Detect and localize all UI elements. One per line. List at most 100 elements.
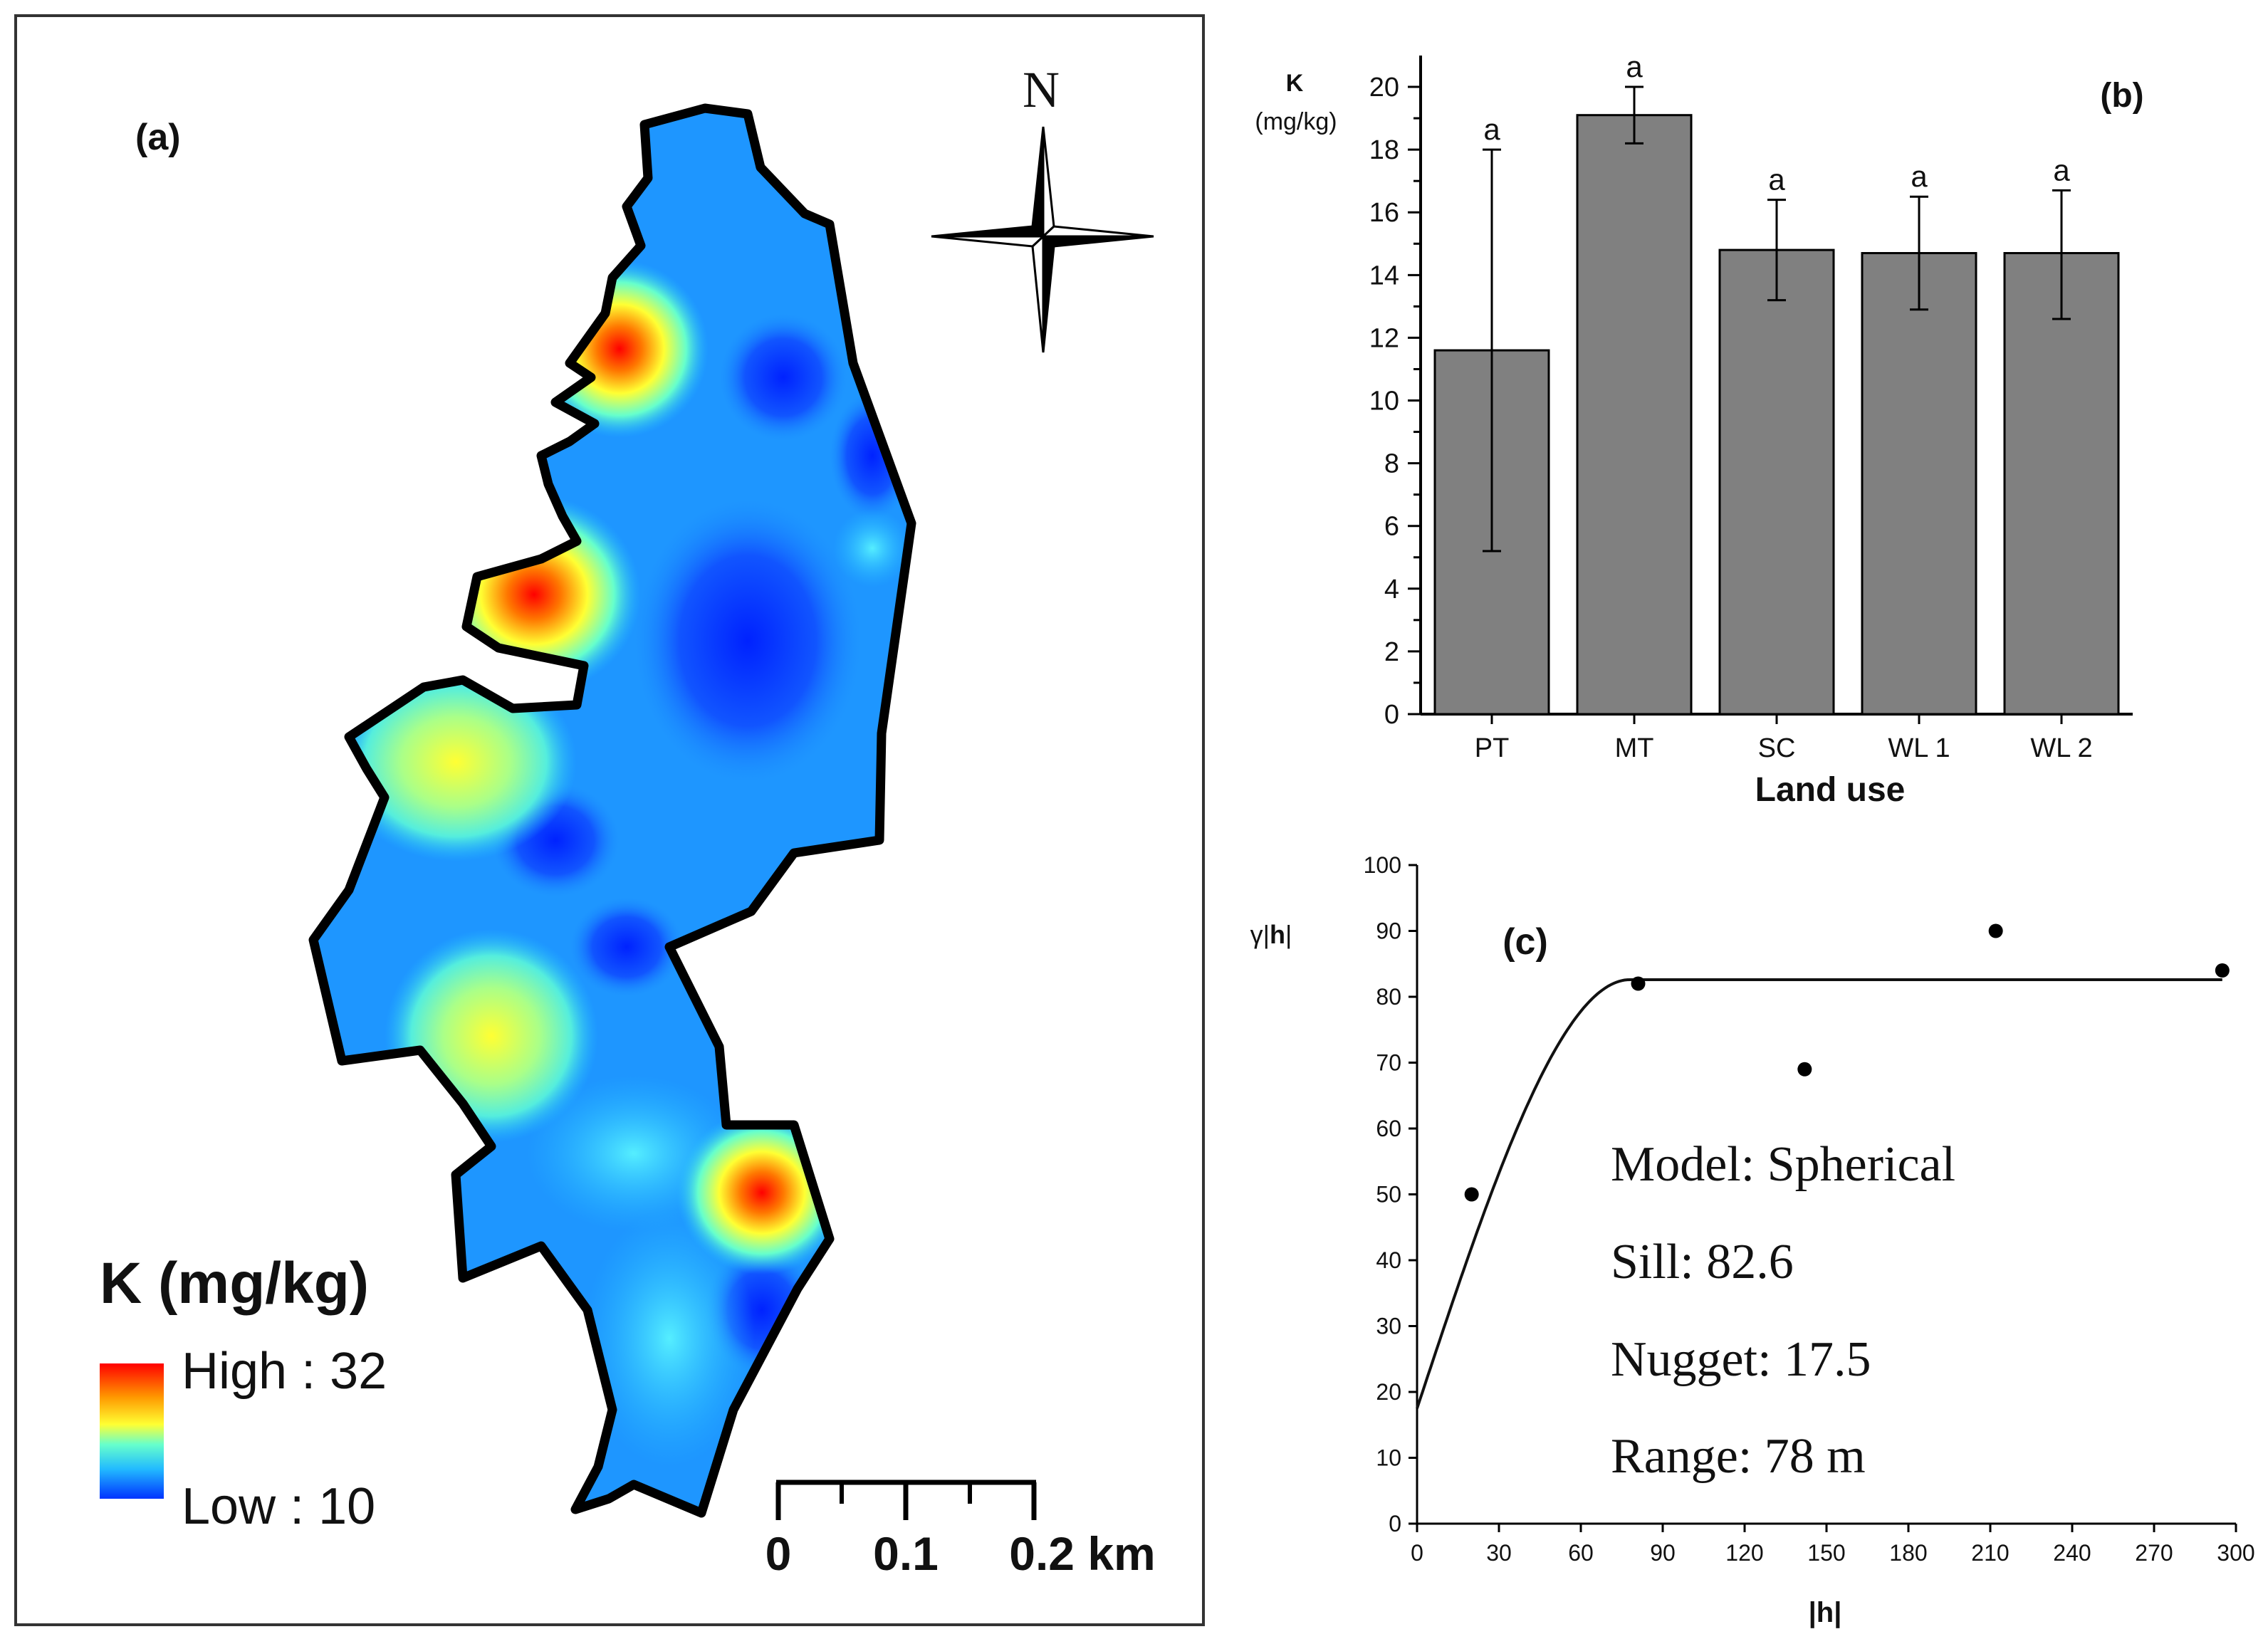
hotspot-west (427, 495, 641, 694)
annotation-model: Model: Spherical (1611, 1137, 1955, 1192)
variogram-xlabel: |h| (1809, 1597, 1842, 1628)
bar-panel-label: (b) (2100, 77, 2143, 115)
variogram-xtick-label: 30 (1486, 1540, 1512, 1566)
annotation-nugget: Nugget: 17.5 (1611, 1332, 1871, 1387)
variogram-point (1631, 976, 1646, 991)
scale-label-mid: 0.1 (873, 1527, 939, 1580)
variogram-panel-label: (c) (1503, 921, 1548, 963)
variogram-ytick-label: 50 (1376, 1182, 1401, 1208)
variogram-xtick-label: 270 (2135, 1540, 2173, 1566)
variogram-ytick-label: 20 (1376, 1379, 1401, 1405)
spherical-model-curve (1416, 978, 2222, 1409)
significance-letter: a (1768, 163, 1785, 197)
bar-chart-panel: K (mg/kg) (b) Land use 0 2 4 6 8 10 12 14 16 18 20… (1255, 50, 2143, 809)
cyan-spot-east (833, 509, 911, 587)
variogram-ylabel-gamma: γ| (1250, 920, 1270, 949)
map-panel-frame (14, 14, 1205, 1626)
significance-letter: a (1483, 112, 1500, 146)
annotation-range: Range: 78 m (1611, 1429, 1866, 1484)
variogram-ytick-label: 100 (1364, 852, 1401, 878)
variogram-xlabel-bar-right: | (1834, 1597, 1841, 1628)
bar-ytick-label: 12 (1369, 323, 1399, 353)
bar-xlabel: Land use (1755, 771, 1906, 809)
variogram-point (1988, 923, 2003, 938)
bar-ytick-label: 20 (1369, 73, 1399, 103)
variogram-xtick-label: 150 (1807, 1540, 1845, 1566)
variogram-ylabel-bar: | (1285, 920, 1292, 949)
variogram-point (1464, 1187, 1479, 1202)
bar-xtick-label: PT (1475, 733, 1510, 763)
variogram-ylabel: γ|h| (1250, 920, 1292, 949)
bar-ytick-label: 0 (1384, 700, 1399, 730)
compass-west-white (931, 235, 1046, 248)
bar-ytick-label: 8 (1384, 449, 1399, 479)
bar-axes: 0 2 4 6 8 10 12 14 16 18 20 PT MT SC WL 1 WL 2 (1369, 56, 2133, 763)
compass-north-black (1031, 126, 1045, 239)
legend-title: K (mg/kg) (100, 1251, 369, 1316)
cyan-zone-tail (584, 1210, 755, 1467)
bar-ytick-label: 6 (1384, 512, 1399, 542)
bar-wl-1 (1861, 252, 1977, 716)
variogram-xtick-label: 300 (2217, 1540, 2254, 1566)
variogram-xtick-label: 60 (1568, 1540, 1594, 1566)
bar-sc (1718, 248, 1835, 716)
legend-low-label: Low : 10 (182, 1478, 375, 1535)
bar-yunit: (mg/kg) (1255, 108, 1337, 135)
variogram-xtick-label: 0 (1411, 1540, 1423, 1566)
cold-zone-north (719, 313, 847, 441)
variogram-ytick-label: 60 (1376, 1116, 1401, 1141)
compass-south-white (1031, 234, 1045, 353)
compass-east-black (1040, 235, 1154, 248)
variogram-ytick-label: 90 (1376, 918, 1401, 944)
variogram-xtick-label: 180 (1889, 1540, 1927, 1566)
bar-ytick-label: 18 (1369, 135, 1399, 165)
variogram-plot (1416, 923, 2230, 1409)
bar-ytick-label: 10 (1369, 387, 1399, 417)
bar-xtick-label: WL 2 (2030, 733, 2092, 763)
map-panel-label: (a) (135, 117, 181, 158)
significance-letter: a (2053, 153, 2070, 187)
variogram-point (2215, 963, 2230, 978)
variogram-ytick-label: 40 (1376, 1247, 1401, 1273)
scale-bar: 0 0.1 0.2 km (765, 1480, 1156, 1580)
annotation-sill: Sill: 82.6 (1611, 1235, 1794, 1289)
variogram-xlabel-bar-left: | (1809, 1597, 1817, 1628)
variogram-ytick-label: 30 (1376, 1314, 1401, 1339)
bar-xtick-label: MT (1615, 733, 1654, 763)
variogram-ytick-label: 0 (1389, 1511, 1401, 1536)
variogram-xlabel-h: h (1817, 1597, 1834, 1628)
variogram-axes: 0 10 20 30 40 50 60 70 80 90 100 0 30 60 90 120 150 180 21… (1364, 852, 2255, 1566)
bar-xtick-label: WL 1 (1888, 733, 1950, 763)
map-boundary (308, 103, 916, 1518)
variogram-ytick-label: 80 (1376, 984, 1401, 1010)
legend-color-ramp (100, 1363, 164, 1499)
compass-west-black (931, 225, 1046, 238)
hotspot-north (531, 260, 709, 438)
cold-zone-mid (570, 897, 684, 997)
bar-ytick-label: 2 (1384, 637, 1399, 667)
bar-xtick-label: SC (1758, 733, 1796, 763)
variogram-ylabel-h: h (1270, 920, 1285, 949)
bar-ytick-label: 16 (1369, 198, 1399, 228)
compass-south-black (1042, 234, 1055, 353)
significance-letter: a (1911, 159, 1928, 193)
significance-letter: a (1626, 50, 1643, 83)
scale-label-0: 0 (765, 1527, 792, 1580)
bar-mt (1576, 114, 1693, 716)
bar-wl-2 (2003, 252, 2120, 716)
variogram-ytick-label: 10 (1376, 1445, 1401, 1471)
compass-east-white (1040, 225, 1154, 238)
variogram-xtick-label: 210 (1971, 1540, 2009, 1566)
variogram-xtick-label: 240 (2053, 1540, 2091, 1566)
bar-ytick-label: 14 (1369, 261, 1399, 290)
legend-high-label: High : 32 (182, 1343, 387, 1400)
north-arrow: N (931, 61, 1154, 353)
k-interpolation-map (308, 103, 916, 1518)
bar-ytick-label: 4 (1384, 575, 1399, 604)
scale-label-end: 0.2 km (1009, 1527, 1155, 1580)
variogram-xtick-label: 90 (1650, 1540, 1676, 1566)
north-label: N (1023, 61, 1060, 118)
variogram-point (1797, 1062, 1812, 1077)
